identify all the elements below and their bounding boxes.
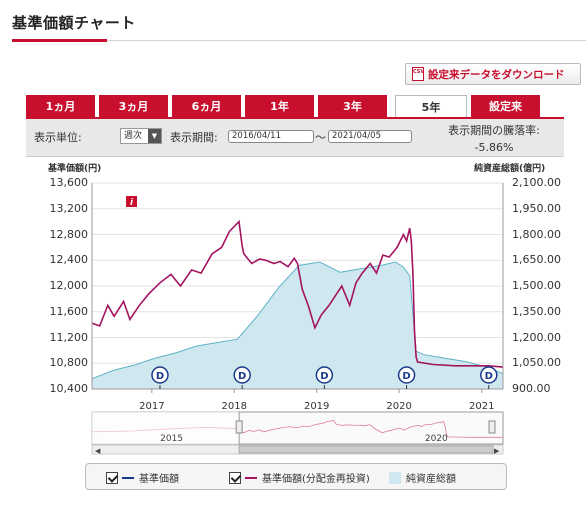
y-tick-label-left: 12,000 [49, 279, 89, 292]
download-label: 設定来データをダウンロード [428, 68, 565, 81]
y-tick-label-right: 900.00 [512, 382, 551, 395]
control-bar: 表示単位: 週次 ▼ 表示期間: 2016/04/11 〜 2021/04/05… [26, 119, 564, 157]
navigator-tick-label: 2020 [425, 434, 448, 444]
tab-3-years[interactable]: 3年 [318, 95, 387, 118]
y-tick-label-right: 2,100.00 [512, 176, 561, 189]
scroll-left-arrow-icon: ◀ [95, 447, 101, 455]
x-tick-label: 2019 [304, 401, 329, 412]
y-tick-label-right: 1,950.00 [512, 201, 561, 215]
legend: 基準価額 基準価額(分配金再投資) 純資産総額 [85, 463, 507, 490]
y-tick-label-right: 1,200.00 [512, 330, 561, 344]
x-tick-label: 2017 [139, 401, 164, 412]
reinvested-line-swatch [245, 476, 257, 479]
distribution-marker-label: D [402, 371, 410, 382]
tab-1-year[interactable]: 1年 [245, 95, 314, 118]
title-accent-bar [12, 39, 107, 42]
y-tick-label-left: 12,800 [49, 227, 89, 241]
y-tick-label-left: 11,600 [49, 304, 89, 318]
legend-item-nav[interactable]: 基準価額 [106, 470, 179, 485]
distribution-marker-label: D [320, 371, 328, 382]
plot-background [92, 183, 503, 389]
performance-value: -5.86% [474, 141, 514, 154]
y-tick-label-right: 1,050.00 [512, 356, 561, 370]
tab-1-month[interactable]: 1ヵ月 [26, 95, 95, 118]
scroll-right-arrow-icon: ▶ [494, 447, 500, 455]
tab-5-years[interactable]: 5年 [395, 95, 467, 119]
legend-label-aum: 純資産総額 [406, 474, 456, 485]
aum-line [91, 261, 504, 380]
unit-label: 表示単位: [34, 131, 82, 144]
legend-item-aum[interactable]: 純資産総額 [389, 470, 456, 485]
y-tick-label-left: 13,200 [49, 201, 89, 215]
nav-line-swatch [122, 476, 134, 479]
y-tick-label-right: 1,800.00 [512, 227, 561, 241]
navigator-mask [92, 412, 240, 444]
navigator-frame [91, 411, 504, 445]
x-tick-label: 2018 [222, 401, 247, 412]
tab-since-inception[interactable]: 設定来 [471, 95, 540, 118]
download-csv-button[interactable]: CSV 設定来データをダウンロード [405, 63, 581, 85]
distribution-marker [315, 366, 334, 384]
distribution-marker [397, 366, 416, 384]
aum-area [92, 262, 503, 389]
unit-select-value: 週次 [124, 131, 143, 141]
navigator-tick-label: 2015 [160, 434, 183, 444]
navigator-line [91, 420, 504, 438]
period-separator: 〜 [315, 131, 326, 144]
title-divider [12, 40, 586, 41]
distribution-marker [233, 366, 251, 384]
performance-box: 表示期間の騰落率: -5.86% [424, 119, 564, 157]
chevron-down-icon: ▼ [148, 129, 161, 143]
y-axis-title-right: 純資産総額(億円) [474, 164, 546, 174]
y-tick-label-left: 11,200 [49, 330, 89, 344]
info-icon [126, 196, 137, 207]
unit-select[interactable]: 週次 ▼ [120, 128, 162, 144]
navigator-selection [238, 411, 504, 445]
distribution-marker [151, 366, 169, 384]
y-tick-label-left: 13,600 [49, 176, 89, 189]
period-start-input[interactable]: 2016/04/11 [228, 130, 314, 143]
navigator-scrollbar-thumb [238, 445, 494, 454]
legend-checkbox-nav[interactable] [106, 471, 118, 484]
performance-label: 表示期間の騰落率: [448, 124, 540, 137]
y-tick-label-right: 1,650.00 [512, 253, 561, 267]
distribution-marker-label: D [156, 371, 164, 382]
csv-file-icon: CSV [412, 67, 424, 81]
x-tick-label: 2020 [386, 401, 411, 412]
y-axis-title-left: 基準価額(円) [48, 164, 102, 174]
period-label: 表示期間: [170, 131, 218, 144]
y-tick-label-left: 10,800 [49, 356, 89, 370]
navigator-handle-left [235, 420, 243, 434]
tabs-underline [26, 117, 564, 119]
y-tick-label-right: 1,500.00 [512, 279, 561, 292]
period-end-input[interactable]: 2021/04/05 [328, 130, 412, 143]
page-title: 基準価額チャート [12, 14, 136, 32]
tab-3-months[interactable]: 3ヵ月 [99, 95, 168, 118]
legend-checkbox-reinvested[interactable] [229, 471, 241, 484]
aum-area-swatch [389, 471, 401, 484]
tab-6-months[interactable]: 6ヵ月 [172, 95, 241, 118]
distribution-marker [480, 366, 498, 384]
legend-label-reinvested: 基準価額(分配金再投資) [262, 474, 370, 485]
reinvested-nav-line [91, 219, 504, 368]
info-icon-label: i [130, 198, 134, 208]
legend-label-nav: 基準価額 [139, 474, 179, 485]
navigator-handle-right [488, 420, 496, 434]
y-tick-label-left: 10,400 [49, 382, 89, 395]
y-tick-label-left: 12,400 [49, 253, 89, 267]
legend-item-reinvested[interactable]: 基準価額(分配金再投資) [229, 470, 370, 485]
x-tick-label: 2021 [469, 401, 494, 412]
distribution-marker-label: D [485, 371, 493, 382]
distribution-marker-label: D [238, 371, 246, 382]
period-tabs: 1ヵ月 3ヵ月 6ヵ月 1年 3年 5年 設定来 [26, 95, 564, 119]
navigator-scrollbar [91, 444, 504, 455]
y-tick-label-right: 1,350.00 [512, 304, 561, 318]
